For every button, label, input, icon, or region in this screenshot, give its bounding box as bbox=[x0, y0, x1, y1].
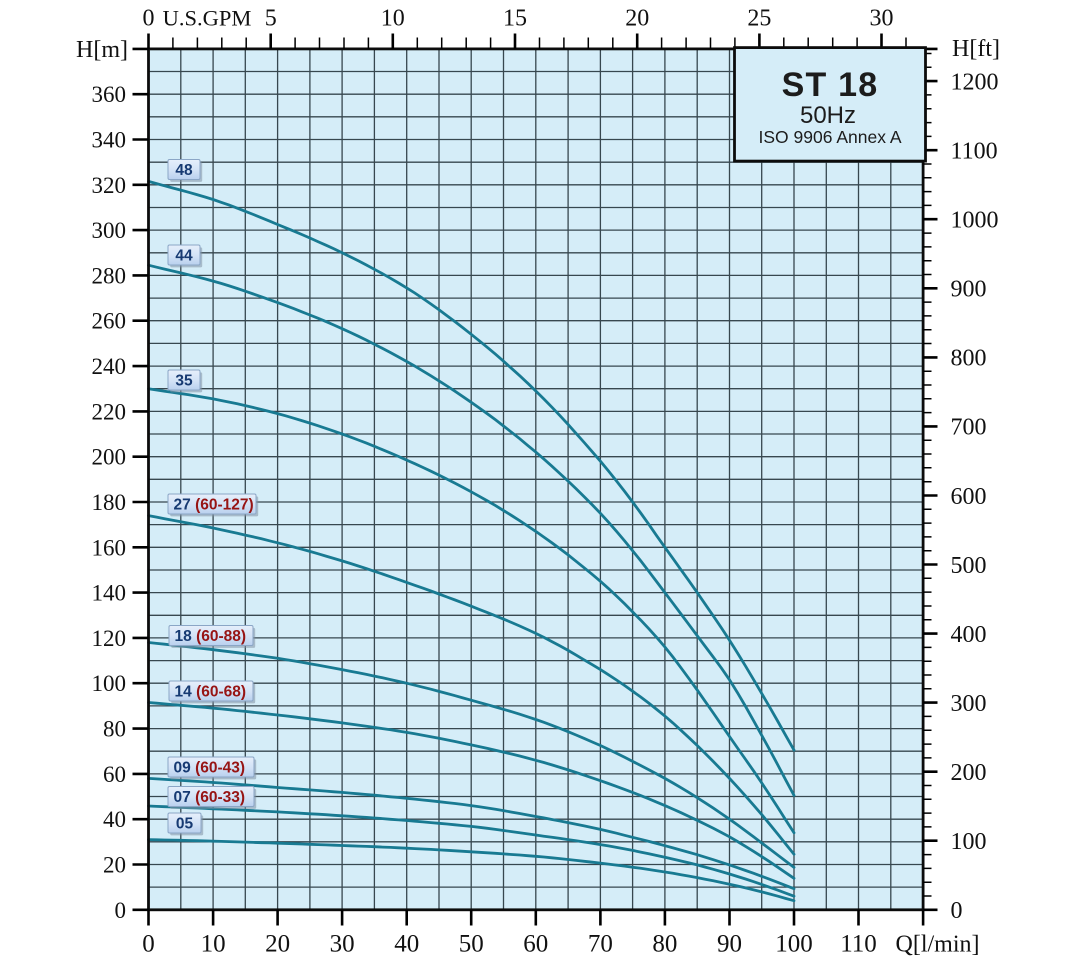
svg-text:15: 15 bbox=[503, 6, 527, 32]
svg-text:300: 300 bbox=[92, 218, 127, 243]
svg-text:700: 700 bbox=[951, 415, 987, 441]
svg-text:100: 100 bbox=[951, 829, 987, 855]
svg-text:300: 300 bbox=[951, 691, 987, 717]
svg-text:07 (60-33): 07 (60-33) bbox=[174, 789, 246, 806]
svg-text:ST 18: ST 18 bbox=[782, 66, 879, 104]
svg-text:140: 140 bbox=[92, 581, 127, 606]
svg-text:44: 44 bbox=[175, 247, 193, 264]
svg-text:600: 600 bbox=[951, 484, 987, 510]
svg-text:25: 25 bbox=[747, 6, 771, 32]
svg-text:35: 35 bbox=[175, 372, 193, 389]
svg-text:48: 48 bbox=[175, 162, 193, 179]
svg-text:10: 10 bbox=[201, 931, 226, 958]
svg-text:ISO 9906 Annex A: ISO 9906 Annex A bbox=[758, 127, 901, 147]
svg-text:27 (60-127): 27 (60-127) bbox=[174, 496, 254, 513]
svg-text:320: 320 bbox=[92, 173, 127, 198]
svg-text:H[m]: H[m] bbox=[76, 37, 128, 63]
svg-text:40: 40 bbox=[394, 931, 419, 958]
svg-text:0: 0 bbox=[143, 6, 155, 32]
svg-text:220: 220 bbox=[92, 399, 127, 424]
svg-text:05: 05 bbox=[176, 815, 194, 832]
svg-text:20: 20 bbox=[103, 853, 126, 878]
svg-text:50Hz: 50Hz bbox=[800, 102, 856, 129]
svg-text:50: 50 bbox=[459, 931, 484, 958]
svg-text:80: 80 bbox=[103, 717, 126, 742]
svg-text:20: 20 bbox=[625, 6, 649, 32]
svg-text:800: 800 bbox=[951, 346, 987, 372]
svg-text:340: 340 bbox=[92, 128, 127, 153]
svg-text:120: 120 bbox=[92, 626, 127, 651]
svg-text:1100: 1100 bbox=[951, 139, 998, 165]
svg-text:0: 0 bbox=[115, 898, 127, 923]
svg-text:900: 900 bbox=[951, 277, 987, 303]
svg-text:0: 0 bbox=[951, 898, 963, 924]
svg-text:400: 400 bbox=[951, 622, 987, 648]
svg-text:100: 100 bbox=[92, 671, 127, 696]
svg-text:200: 200 bbox=[92, 445, 127, 470]
svg-text:5: 5 bbox=[265, 6, 277, 32]
svg-text:60: 60 bbox=[523, 931, 548, 958]
svg-text:20: 20 bbox=[265, 931, 290, 958]
svg-text:500: 500 bbox=[951, 553, 987, 579]
svg-text:240: 240 bbox=[92, 354, 127, 379]
svg-text:70: 70 bbox=[588, 931, 613, 958]
svg-text:1000: 1000 bbox=[951, 208, 999, 234]
svg-text:09 (60-43): 09 (60-43) bbox=[174, 759, 246, 776]
svg-text:14 (60-68): 14 (60-68) bbox=[175, 683, 247, 700]
svg-text:160: 160 bbox=[92, 535, 127, 560]
svg-text:18 (60-88): 18 (60-88) bbox=[175, 628, 247, 645]
svg-text:H[ft]: H[ft] bbox=[952, 36, 1000, 62]
svg-text:U.S.GPM: U.S.GPM bbox=[163, 6, 252, 31]
svg-text:180: 180 bbox=[92, 490, 127, 515]
svg-text:80: 80 bbox=[652, 931, 677, 958]
svg-text:30: 30 bbox=[870, 6, 894, 32]
svg-text:40: 40 bbox=[103, 807, 126, 832]
svg-text:200: 200 bbox=[951, 760, 987, 786]
svg-text:0: 0 bbox=[142, 931, 155, 958]
svg-text:280: 280 bbox=[92, 263, 127, 288]
svg-text:260: 260 bbox=[92, 309, 127, 334]
svg-text:30: 30 bbox=[330, 931, 355, 958]
svg-text:100: 100 bbox=[775, 931, 813, 958]
svg-text:10: 10 bbox=[381, 6, 405, 32]
svg-text:Q[l/min]: Q[l/min] bbox=[896, 932, 980, 958]
svg-text:360: 360 bbox=[92, 82, 127, 107]
svg-text:60: 60 bbox=[103, 762, 126, 787]
svg-text:110: 110 bbox=[840, 931, 877, 958]
svg-text:90: 90 bbox=[717, 931, 742, 958]
svg-text:1200: 1200 bbox=[951, 69, 999, 95]
